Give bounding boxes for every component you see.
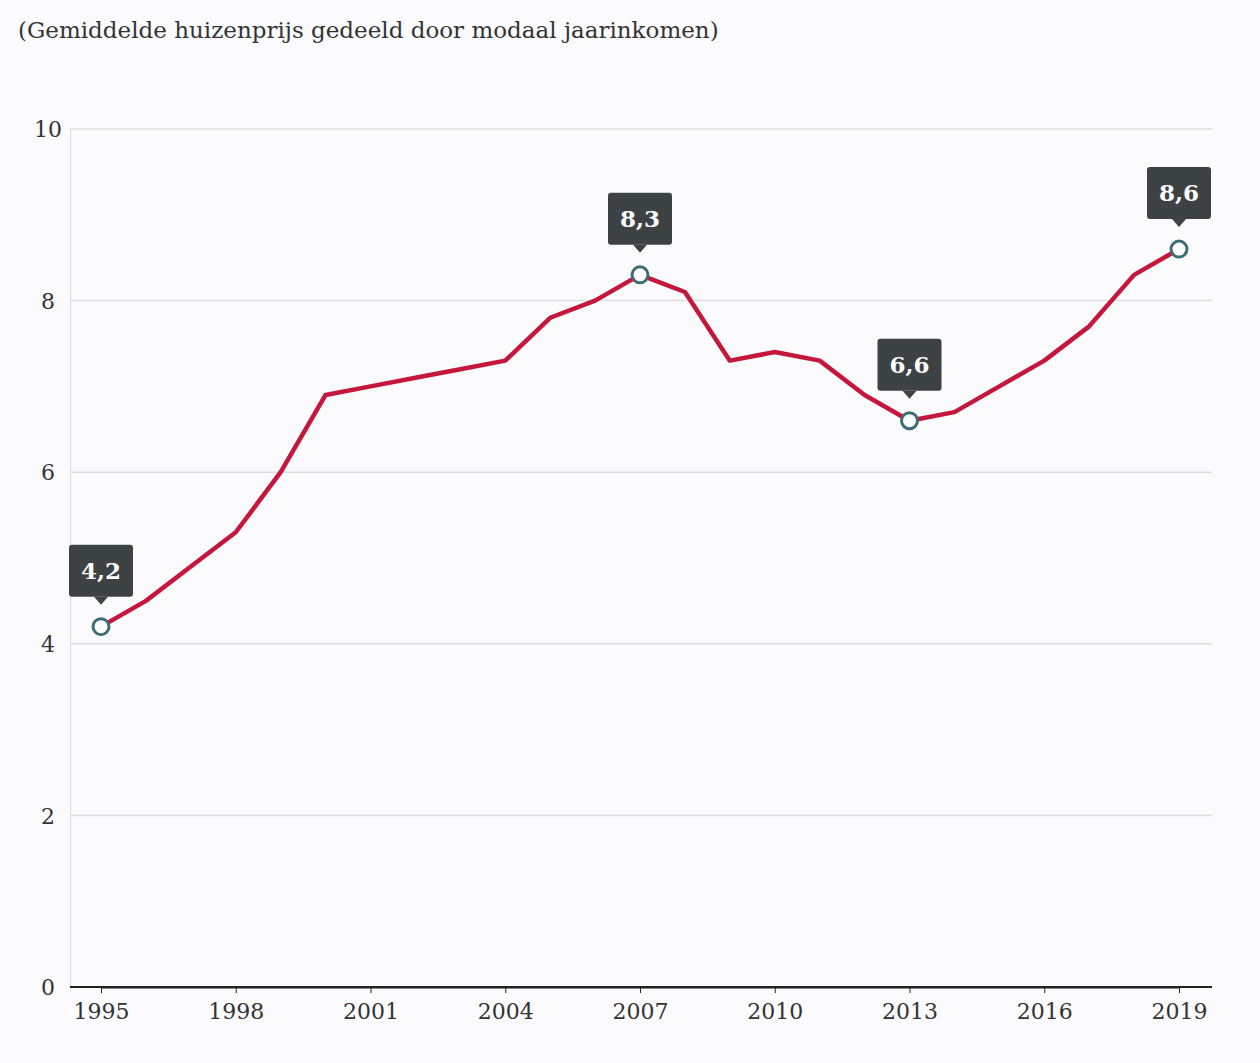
grid-line: [70, 300, 1212, 302]
x-tick-label: 2013: [882, 999, 938, 1024]
x-tick: 1998: [208, 987, 264, 1024]
x-tick-mark: [640, 987, 641, 993]
x-tick: 2019: [1152, 987, 1208, 1024]
point-marker: [632, 267, 648, 283]
callout-pointer: [633, 245, 647, 253]
point-marker: [902, 413, 918, 429]
x-tick-label: 2001: [343, 999, 399, 1024]
callout-pointer: [94, 597, 108, 605]
x-tick-label: 2010: [747, 999, 803, 1024]
y-tick-label: 6: [41, 460, 55, 485]
x-tick-label: 1998: [208, 999, 264, 1024]
x-axis: 1995 1998 2001 2004 2007 2010 2013 2016 2019: [74, 987, 1208, 1024]
x-tick: 2007: [613, 987, 669, 1024]
grid-line: [70, 471, 1212, 473]
y-tick-label: 8: [41, 289, 55, 314]
y-tick: 10: [34, 117, 70, 142]
y-tick: 6: [41, 460, 70, 485]
point-marker: [1171, 241, 1187, 257]
callout: 6,6: [878, 339, 942, 399]
grid-line: [70, 128, 1212, 130]
x-tick-label: 2019: [1152, 999, 1208, 1024]
plot-area: [93, 241, 1187, 635]
x-tick-mark: [505, 987, 506, 993]
y-tick: 8: [41, 289, 70, 314]
y-tick: 0: [41, 975, 70, 1000]
x-tick-label: 2007: [613, 999, 669, 1024]
data-label: 6,6: [889, 351, 929, 378]
y-tick-label: 2: [41, 804, 55, 829]
data-labels: 4,2 8,3 6,6 8,6: [69, 167, 1211, 605]
x-tick-mark: [1044, 987, 1045, 993]
x-tick: 2013: [882, 987, 938, 1024]
x-tick: 1995: [74, 987, 130, 1024]
grid: [70, 129, 1212, 987]
callout-pointer: [1172, 219, 1186, 227]
x-tick: 2001: [343, 987, 399, 1024]
y-tick-label: 4: [41, 632, 55, 657]
callout-box: [69, 545, 133, 597]
chart: (Gemiddelde huizenprijs gedeeld door mod…: [0, 0, 1260, 1063]
x-tick-mark: [101, 987, 102, 993]
y-tick-label: 0: [41, 975, 55, 1000]
callout-box: [1147, 167, 1211, 219]
line: [101, 249, 1179, 627]
title: (Gemiddelde huizenprijs gedeeld door mod…: [18, 17, 719, 43]
y-tick: 2: [41, 804, 70, 829]
callout: 8,6: [1147, 167, 1211, 227]
data-label: 8,6: [1159, 179, 1199, 206]
x-tick-mark: [236, 987, 237, 993]
callout: 8,3: [608, 193, 672, 253]
y-axis: 0 2 4 6 8 10: [34, 117, 71, 1000]
x-tick: 2010: [747, 987, 803, 1024]
x-tick-label: 2016: [1017, 999, 1073, 1024]
callout-pointer: [903, 391, 917, 399]
data-label: 8,3: [620, 205, 660, 232]
x-tick: 2016: [1017, 987, 1073, 1024]
callout-box: [878, 339, 942, 391]
y-tick-label: 10: [34, 117, 62, 142]
x-tick-mark: [775, 987, 776, 993]
x-tick-label: 1995: [74, 999, 130, 1024]
callout: 4,2: [69, 545, 133, 605]
y-tick: 4: [41, 632, 70, 657]
data-label: 4,2: [81, 557, 121, 584]
x-tick-mark: [910, 987, 911, 993]
callout-box: [608, 193, 672, 245]
x-tick-label: 2004: [478, 999, 534, 1024]
grid-line: [70, 643, 1212, 645]
x-tick-mark: [371, 987, 372, 993]
x-tick-mark: [1179, 987, 1180, 993]
point-marker: [93, 619, 109, 635]
grid-line: [70, 815, 1212, 817]
x-tick: 2004: [478, 987, 534, 1024]
